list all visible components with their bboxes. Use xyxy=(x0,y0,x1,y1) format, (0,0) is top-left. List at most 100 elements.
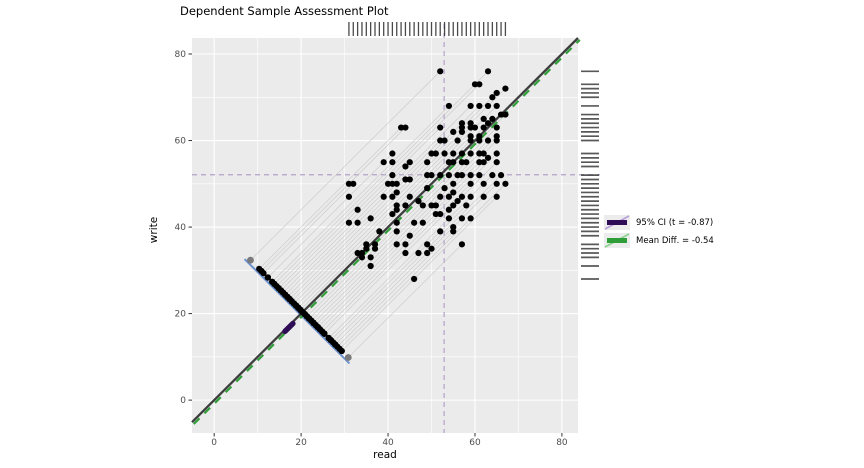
scatter-point xyxy=(432,210,439,218)
connector-line xyxy=(324,161,497,334)
connector-line xyxy=(330,205,467,341)
scatter-point xyxy=(454,172,461,179)
identity-line xyxy=(191,37,579,423)
legend-key-mean-diff xyxy=(604,233,630,248)
scatter-point xyxy=(393,189,400,196)
scatter-point xyxy=(467,120,474,127)
scatter-point xyxy=(493,193,500,200)
scatter-point xyxy=(450,189,457,196)
scatter-point xyxy=(358,254,366,261)
scatter-point xyxy=(424,241,431,248)
scatter-point xyxy=(458,124,466,131)
scatter-point xyxy=(463,159,470,166)
scatter-point xyxy=(445,215,452,222)
difference-point xyxy=(332,341,339,348)
scatter-point xyxy=(484,68,492,75)
scatter-point xyxy=(428,202,435,209)
difference-point xyxy=(286,295,293,303)
scatter-point xyxy=(345,219,353,226)
scatter-point xyxy=(467,133,474,140)
difference-point xyxy=(316,326,324,333)
scatter-point xyxy=(476,150,483,157)
y-tick-label: 0 xyxy=(180,396,186,406)
connector-line xyxy=(332,174,502,343)
scatter-point xyxy=(454,137,461,144)
scatter-point xyxy=(428,150,435,157)
scatter-point xyxy=(484,102,492,110)
scatter-point xyxy=(345,180,353,187)
scatter-point xyxy=(467,150,474,157)
scatter-point xyxy=(476,159,483,166)
scatter-point xyxy=(480,124,487,131)
scatter-point xyxy=(445,159,452,166)
scatter-point xyxy=(450,202,457,209)
scatter-point xyxy=(393,202,400,209)
connector-line xyxy=(258,127,402,270)
scatter-point xyxy=(467,137,474,144)
scatter-point xyxy=(406,193,413,200)
extreme-difference-point-min xyxy=(247,256,254,264)
scatter-point xyxy=(402,176,409,183)
mean-diff-line xyxy=(193,39,581,425)
connector-line xyxy=(313,140,497,324)
scatter-point xyxy=(476,137,483,144)
scatter-point xyxy=(458,150,466,157)
difference-range-segment xyxy=(243,258,351,365)
connector-line xyxy=(250,71,441,261)
scatter-point xyxy=(367,262,374,270)
legend-item-ci: 95% CI (t = -0.87) xyxy=(604,215,714,230)
scatter-point xyxy=(441,137,448,144)
scatter-point xyxy=(437,137,444,144)
scatter-point xyxy=(402,163,409,170)
scatter-point xyxy=(389,180,396,187)
connector-line xyxy=(274,71,489,285)
scatter-point xyxy=(484,154,492,161)
scatter-point xyxy=(450,128,457,135)
scatter-point xyxy=(489,115,496,123)
scatter-point xyxy=(437,210,444,218)
scatter-point xyxy=(354,249,361,257)
connector-line xyxy=(261,127,406,272)
scatter-point xyxy=(458,159,466,166)
y-tick-label: 60 xyxy=(175,137,187,147)
scatter-point xyxy=(458,215,466,222)
difference-point xyxy=(269,278,276,285)
scatter-point xyxy=(380,159,387,166)
connector-line xyxy=(347,244,463,358)
scatter-point xyxy=(445,193,452,200)
scatter-point xyxy=(471,124,479,131)
connector-line xyxy=(282,105,471,293)
scatter-point xyxy=(484,137,492,144)
scatter-point xyxy=(445,206,452,213)
legend-key-ci xyxy=(604,215,630,230)
scatter-point xyxy=(493,150,500,157)
difference-point xyxy=(327,337,334,344)
scatter-point xyxy=(424,159,431,166)
scatter-point xyxy=(384,180,392,187)
scatter-point xyxy=(389,172,396,179)
connector-line xyxy=(271,105,450,283)
connector-line xyxy=(287,105,480,298)
scatter-point xyxy=(363,245,370,252)
scatter-point xyxy=(411,275,418,283)
scatter-point xyxy=(467,172,474,179)
scatter-point xyxy=(471,81,479,88)
scatter-point xyxy=(458,241,466,248)
scatter-point xyxy=(480,115,487,123)
scatter-point xyxy=(406,176,413,183)
scatter-point xyxy=(493,133,500,140)
x-axis-title: read xyxy=(373,449,397,461)
difference-point xyxy=(310,319,317,326)
connector-line xyxy=(317,157,489,328)
scatter-point xyxy=(497,172,505,179)
scatter-point xyxy=(380,193,387,200)
connector-line xyxy=(267,153,393,278)
difference-point xyxy=(306,315,313,322)
scatter-point xyxy=(484,120,492,127)
scatter-point xyxy=(432,202,439,209)
connector-line xyxy=(293,127,471,304)
scatter-point xyxy=(354,219,361,226)
scatter-point xyxy=(480,150,487,157)
